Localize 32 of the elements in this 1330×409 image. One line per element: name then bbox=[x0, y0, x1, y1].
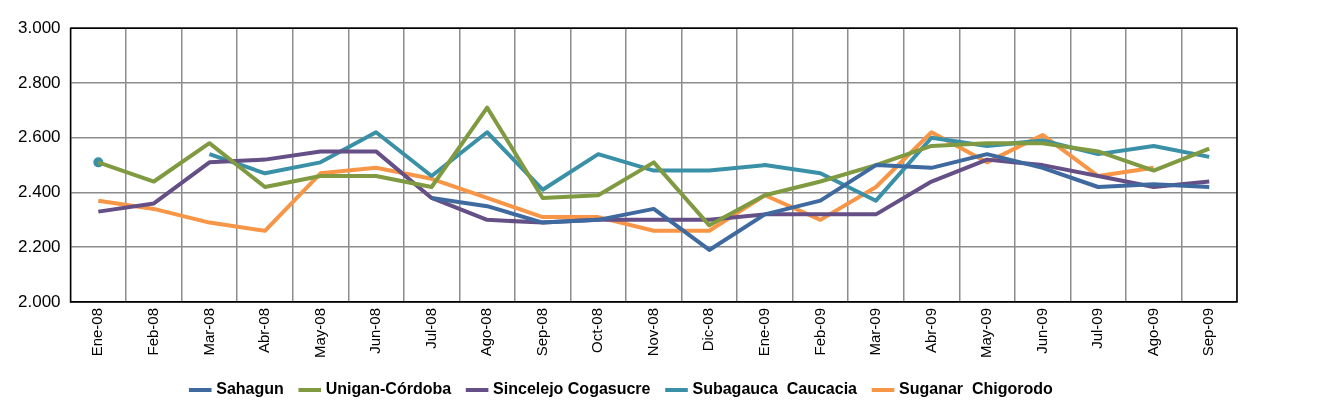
y-tick-label: 2.600 bbox=[17, 127, 61, 147]
x-tick-label: Sep-09 bbox=[1199, 307, 1217, 357]
x-tick-label: Sep-08 bbox=[532, 307, 550, 357]
x-tick-label: Jun-08 bbox=[366, 307, 384, 354]
x-tick-label: Dic-08 bbox=[699, 307, 717, 352]
x-tick-label: Abr-09 bbox=[921, 307, 939, 354]
x-tick-label: Jul-08 bbox=[421, 307, 439, 349]
y-tick-label: 3.000 bbox=[17, 17, 61, 37]
x-tick-label: May-08 bbox=[310, 307, 328, 359]
x-tick-label: Jul-09 bbox=[1088, 307, 1106, 349]
legend-label: Unigan-Córdoba bbox=[325, 380, 452, 398]
x-tick-label: Abr-08 bbox=[255, 307, 273, 354]
y-tick-label: 2.800 bbox=[17, 72, 61, 92]
legend-label: Subagauca Caucacia bbox=[692, 380, 858, 398]
x-tick-label: Ago-09 bbox=[1143, 307, 1161, 357]
y-tick-label: 2.000 bbox=[17, 291, 61, 311]
y-tick-label: 2.400 bbox=[17, 182, 61, 202]
x-tick-label: Ene-08 bbox=[88, 307, 106, 357]
x-tick-label: Nov-08 bbox=[643, 307, 661, 357]
x-tick-label: Feb-09 bbox=[810, 307, 828, 356]
legend-label: Suganar Chigorodo bbox=[899, 380, 1054, 398]
x-tick-label: Mar-08 bbox=[199, 307, 217, 356]
x-tick-label: Jun-09 bbox=[1032, 307, 1050, 354]
x-tick-label: Ago-08 bbox=[477, 307, 495, 357]
legend-label: Sahagun bbox=[216, 380, 284, 398]
x-tick-label: Mar-09 bbox=[866, 307, 884, 356]
legend-label: Sincelejo Cogasucre bbox=[493, 380, 651, 398]
y-tick-label: 2.200 bbox=[17, 236, 61, 256]
x-tick-label: Oct-08 bbox=[588, 307, 606, 353]
x-tick-label: Ene-09 bbox=[755, 307, 772, 357]
x-tick-label: May-09 bbox=[977, 307, 995, 359]
x-tick-label: Feb-08 bbox=[144, 307, 161, 356]
